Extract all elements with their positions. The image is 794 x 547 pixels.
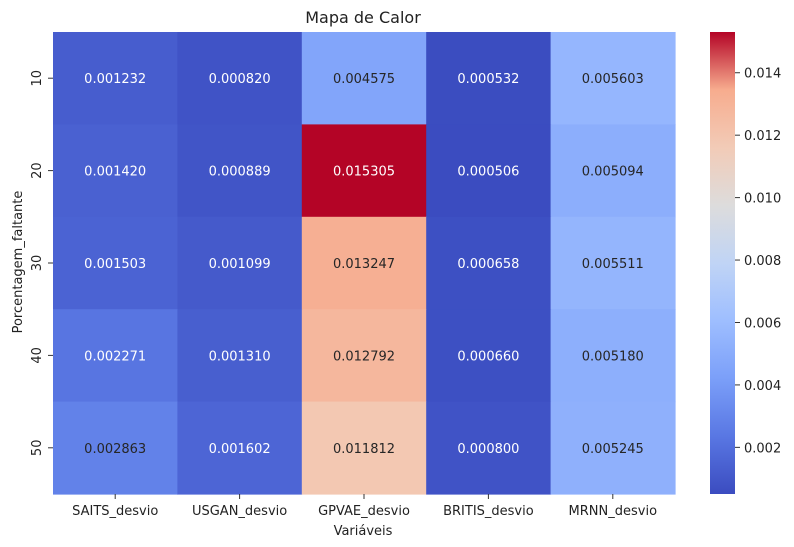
y-tick-label: 40 bbox=[30, 347, 45, 364]
y-tick-label: 10 bbox=[30, 70, 45, 87]
heatmap-cell bbox=[301, 401, 427, 495]
chart-title: Mapa de Calor bbox=[305, 8, 421, 27]
heatmap-cells: 0.001232 0.000820 0.004575 0.000532 0.005603… bbox=[53, 32, 676, 495]
cell-value-label: 0.001503 bbox=[84, 257, 146, 272]
heatmap-cell bbox=[177, 32, 303, 125]
cell-value-label: 0.000660 bbox=[457, 349, 519, 364]
x-tick-label: GPVAE_desvio bbox=[318, 504, 410, 519]
cell-value-label: 0.000800 bbox=[457, 442, 519, 457]
cell-value-label: 0.005511 bbox=[582, 257, 644, 272]
cell-value-label: 0.000658 bbox=[457, 257, 519, 272]
heatmap-cell bbox=[301, 309, 427, 403]
cell-value-label: 0.005603 bbox=[582, 72, 644, 87]
heatmap-cell bbox=[550, 401, 676, 495]
x-axis-label: Variáveis bbox=[334, 524, 393, 539]
cell-value-label: 0.001310 bbox=[209, 349, 271, 364]
heatmap-cell bbox=[550, 124, 676, 218]
colorbar-tick-label: 0.002 bbox=[744, 441, 781, 456]
y-tick-label: 30 bbox=[30, 255, 45, 272]
x-tick-label: MRNN_desvio bbox=[569, 504, 658, 519]
heatmap-cell bbox=[177, 401, 303, 495]
heatmap-cell bbox=[550, 216, 676, 310]
heatmap-cell bbox=[177, 124, 303, 218]
heatmap-cell bbox=[53, 309, 178, 403]
colorbar-tick-label: 0.014 bbox=[744, 67, 781, 82]
heatmap-cell bbox=[177, 216, 303, 310]
y-tick-label: 20 bbox=[30, 162, 45, 179]
y-axis-label: Porcentagem_faltante bbox=[11, 191, 26, 334]
heatmap-cell bbox=[177, 309, 303, 403]
cell-value-label: 0.012792 bbox=[333, 349, 395, 364]
colorbar bbox=[710, 32, 735, 494]
heatmap-cell bbox=[301, 124, 427, 218]
heatmap-cell bbox=[426, 216, 552, 310]
cell-value-label: 0.013247 bbox=[333, 257, 395, 272]
cell-value-label: 0.005180 bbox=[582, 349, 644, 364]
cell-value-label: 0.001602 bbox=[209, 442, 271, 457]
heatmap-cell bbox=[426, 309, 552, 403]
x-tick-label: SAITS_desvio bbox=[72, 504, 158, 519]
heatmap-cell bbox=[426, 124, 552, 218]
x-tick-label: BRITIS_desvio bbox=[443, 504, 534, 519]
colorbar-ticks: 0.002 0.004 0.006 0.008 0.010 0.012 0.014 bbox=[735, 67, 781, 456]
cell-value-label: 0.005094 bbox=[582, 165, 644, 180]
colorbar-tick-label: 0.004 bbox=[744, 379, 781, 394]
cell-value-label: 0.000820 bbox=[209, 72, 271, 87]
cell-value-label: 0.001232 bbox=[84, 72, 146, 87]
x-axis: SAITS_desvio USGAN_desvio GPVAE_desvio BRIT… bbox=[72, 494, 657, 519]
cell-value-label: 0.001420 bbox=[84, 165, 146, 180]
x-tick-label: USGAN_desvio bbox=[192, 504, 287, 519]
cell-value-label: 0.004575 bbox=[333, 72, 395, 87]
heatmap-cell bbox=[550, 309, 676, 403]
cell-value-label: 0.002271 bbox=[84, 349, 146, 364]
y-tick-label: 50 bbox=[30, 440, 45, 457]
heatmap-cell bbox=[426, 401, 552, 495]
cell-value-label: 0.005245 bbox=[582, 442, 644, 457]
heatmap-cell bbox=[301, 216, 427, 310]
colorbar-tick-label: 0.010 bbox=[744, 192, 781, 207]
cell-value-label: 0.002863 bbox=[84, 442, 146, 457]
cell-value-label: 0.001099 bbox=[209, 257, 271, 272]
cell-value-label: 0.011812 bbox=[333, 442, 395, 457]
heatmap-cell bbox=[301, 32, 427, 125]
heatmap-cell bbox=[53, 216, 178, 310]
cell-value-label: 0.015305 bbox=[333, 165, 395, 180]
colorbar-tick-label: 0.012 bbox=[744, 129, 781, 144]
heatmap-cell bbox=[426, 32, 552, 125]
cell-value-label: 0.000506 bbox=[457, 165, 519, 180]
heatmap-cell bbox=[550, 32, 676, 125]
heatmap-cell bbox=[53, 401, 178, 495]
heatmap-cell bbox=[53, 124, 178, 218]
heatmap-cell bbox=[53, 32, 178, 125]
colorbar-tick-label: 0.008 bbox=[744, 254, 781, 269]
cell-value-label: 0.000889 bbox=[209, 165, 271, 180]
y-axis: 10 20 30 40 50 bbox=[30, 70, 53, 456]
colorbar-tick-label: 0.006 bbox=[744, 316, 781, 331]
cell-value-label: 0.000532 bbox=[457, 72, 519, 87]
